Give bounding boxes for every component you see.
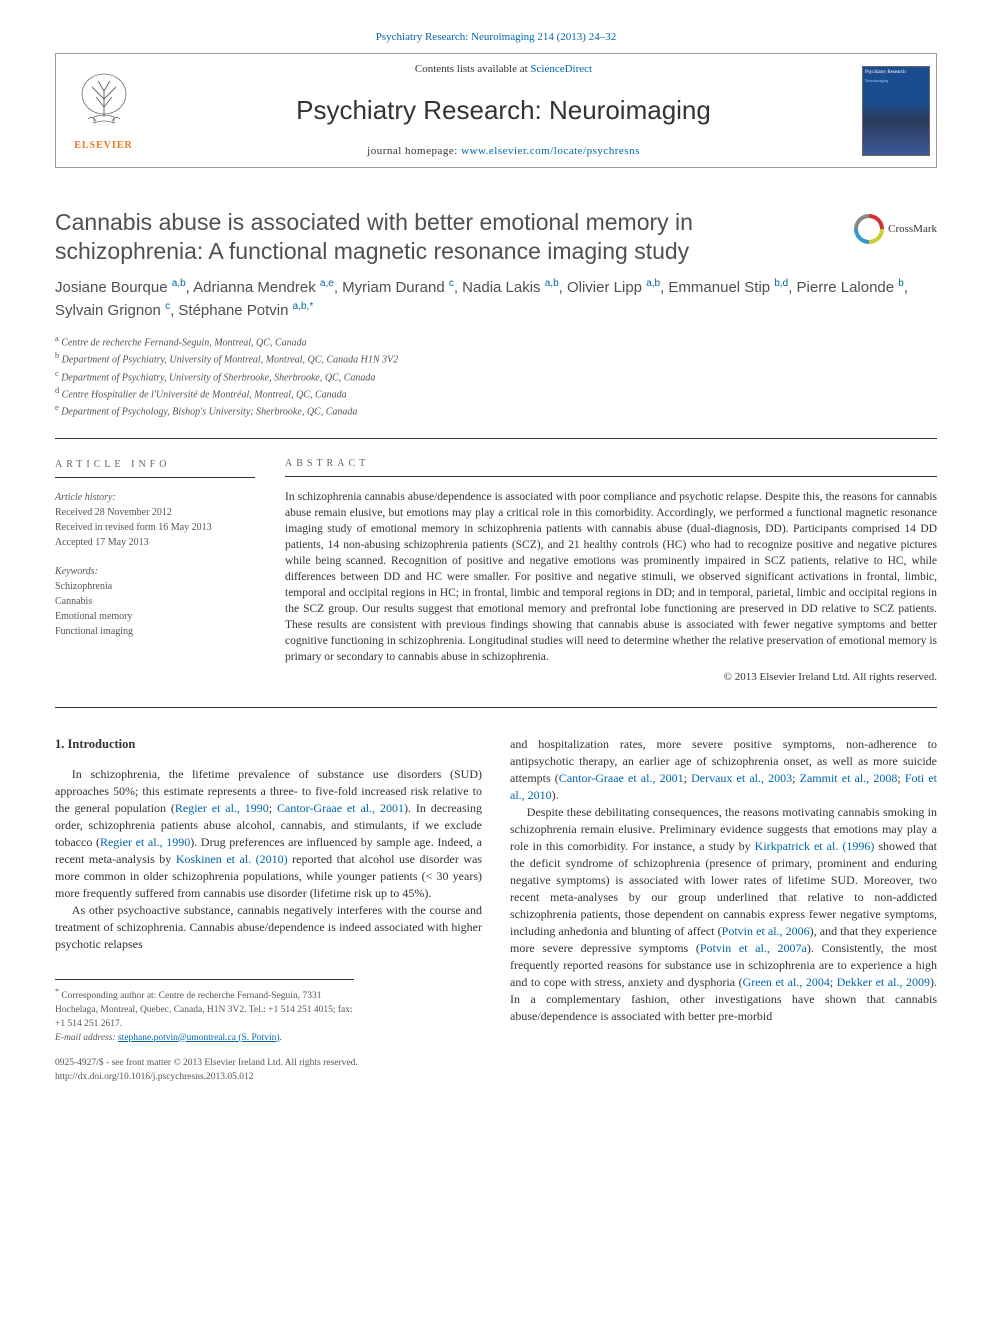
- title-row: Cannabis abuse is associated with better…: [55, 208, 937, 266]
- article-info-sidebar: article info Article history: Received 2…: [55, 439, 270, 707]
- corresponding-text: * Corresponding author at: Centre de rec…: [55, 986, 354, 1031]
- corresponding-author-block: * Corresponding author at: Centre de rec…: [55, 979, 354, 1045]
- ref-green-2004[interactable]: Green et al., 2004: [743, 975, 830, 989]
- abstract-text: In schizophrenia cannabis abuse/dependen…: [285, 489, 937, 666]
- ref-potvin-2006[interactable]: Potvin et al., 2006: [722, 924, 810, 938]
- cover-title: Psychiatry Research: [863, 67, 929, 78]
- issn-copyright-line: 0925-4927/$ - see front matter © 2013 El…: [55, 1057, 482, 1070]
- body-column-left: 1. Introduction In schizophrenia, the li…: [55, 736, 482, 1084]
- affiliations-block: a Centre de recherche Fernand-Seguin, Mo…: [55, 333, 937, 439]
- abstract-copyright: © 2013 Elsevier Ireland Ltd. All rights …: [285, 670, 937, 685]
- doi-line[interactable]: http://dx.doi.org/10.1016/j.pscychresns.…: [55, 1071, 482, 1084]
- revised-date: Received in revised form 16 May 2013: [55, 520, 255, 535]
- authors-line: Josiane Bourque a,b, Adrianna Mendrek a,…: [55, 276, 937, 323]
- corresponding-email-link[interactable]: stephane.potvin@umontreal.ca (S. Potvin): [118, 1033, 280, 1043]
- journal-cover-thumbnail[interactable]: Psychiatry Research Neuroimaging: [856, 54, 936, 167]
- ref-regier-1990-b[interactable]: Regier et al., 1990: [100, 835, 190, 849]
- ref-regier-1990[interactable]: Regier et al., 1990: [175, 801, 269, 815]
- contents-available-line: Contents lists available at ScienceDirec…: [161, 62, 846, 77]
- cover-subtitle: Neuroimaging: [863, 78, 929, 84]
- elsevier-tree-icon: [74, 69, 134, 139]
- keywords-block: Keywords: SchizophreniaCannabisEmotional…: [55, 564, 255, 639]
- affiliation-b: b Department of Psychiatry, University o…: [55, 350, 937, 367]
- ref-kirkpatrick-1996[interactable]: Kirkpatrick et al. (1996): [755, 839, 875, 853]
- journal-homepage-line: journal homepage: www.elsevier.com/locat…: [161, 144, 846, 159]
- journal-reference: Psychiatry Research: Neuroimaging 214 (2…: [55, 30, 937, 45]
- affiliation-e: e Department of Psychology, Bishop's Uni…: [55, 402, 937, 419]
- journal-homepage-link[interactable]: www.elsevier.com/locate/psychresns: [461, 145, 640, 157]
- crossmark-badge[interactable]: CrossMark: [854, 214, 937, 244]
- body-column-right: and hospitalization rates, more severe p…: [510, 736, 937, 1084]
- journal-title: Psychiatry Research: Neuroimaging: [161, 92, 846, 128]
- ref-potvin-2007a[interactable]: Potvin et al., 2007a: [700, 941, 807, 955]
- accepted-date: Accepted 17 May 2013: [55, 535, 255, 550]
- ref-cantor-graae-2001-b[interactable]: Cantor-Graae et al., 2001: [559, 771, 684, 785]
- intro-paragraph-1: In schizophrenia, the lifetime prevalenc…: [55, 766, 482, 902]
- contents-prefix: Contents lists available at: [415, 63, 530, 75]
- affiliation-c: c Department of Psychiatry, University o…: [55, 368, 937, 385]
- intro-paragraph-3: Despite these debilitating consequences,…: [510, 804, 937, 1025]
- crossmark-icon: [854, 214, 884, 244]
- article-title: Cannabis abuse is associated with better…: [55, 208, 834, 266]
- keywords-label: Keywords:: [55, 564, 255, 579]
- corresponding-email-line: E-mail address: stephane.potvin@umontrea…: [55, 1032, 354, 1046]
- received-date: Received 28 November 2012: [55, 505, 255, 520]
- article-info-heading: article info: [55, 457, 255, 478]
- keyword-item: Emotional memory: [55, 609, 255, 624]
- elsevier-label: ELSEVIER: [74, 139, 133, 153]
- abstract-block: abstract In schizophrenia cannabis abuse…: [270, 439, 937, 707]
- footer-block: 0925-4927/$ - see front matter © 2013 El…: [55, 1057, 482, 1084]
- header-center: Contents lists available at ScienceDirec…: [151, 54, 856, 167]
- elsevier-logo[interactable]: ELSEVIER: [56, 54, 151, 167]
- intro-paragraph-2: As other psychoactive substance, cannabi…: [55, 902, 482, 953]
- ref-zammit-2008[interactable]: Zammit et al., 2008: [800, 771, 898, 785]
- intro-paragraph-2-cont: and hospitalization rates, more severe p…: [510, 736, 937, 804]
- affiliation-d: d Centre Hospitalier de l'Université de …: [55, 385, 937, 402]
- body-two-columns: 1. Introduction In schizophrenia, the li…: [55, 736, 937, 1084]
- keyword-item: Functional imaging: [55, 624, 255, 639]
- keyword-item: Schizophrenia: [55, 579, 255, 594]
- crossmark-label: CrossMark: [888, 222, 937, 237]
- homepage-prefix: journal homepage:: [367, 145, 461, 157]
- info-abstract-row: article info Article history: Received 2…: [55, 439, 937, 708]
- keyword-item: Cannabis: [55, 594, 255, 609]
- ref-koskinen-2010[interactable]: Koskinen et al. (2010): [176, 852, 288, 866]
- section-1-heading: 1. Introduction: [55, 736, 482, 754]
- journal-header-box: ELSEVIER Contents lists available at Sci…: [55, 53, 937, 168]
- affiliation-a: a Centre de recherche Fernand-Seguin, Mo…: [55, 333, 937, 350]
- cover-image: Psychiatry Research Neuroimaging: [862, 66, 930, 156]
- keywords-list: SchizophreniaCannabisEmotional memoryFun…: [55, 579, 255, 639]
- ref-dekker-2009[interactable]: Dekker et al., 2009: [837, 975, 930, 989]
- ref-dervaux-2003[interactable]: Dervaux et al., 2003: [691, 771, 792, 785]
- article-history-label: Article history:: [55, 490, 255, 505]
- abstract-heading: abstract: [285, 457, 937, 477]
- sciencedirect-link[interactable]: ScienceDirect: [530, 63, 592, 75]
- ref-cantor-graae-2001[interactable]: Cantor-Graae et al., 2001: [277, 801, 404, 815]
